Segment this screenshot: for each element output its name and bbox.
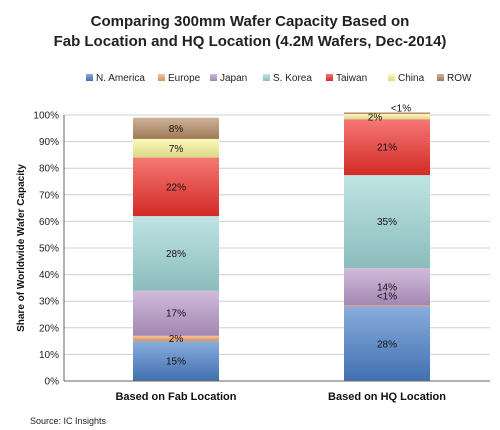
x-axis-categories: Based on Fab Location Based on HQ Locatio…: [115, 391, 446, 403]
y-tick-label: 70%: [39, 190, 59, 201]
data-label-s-korea-based-on-hq-location: 35%: [377, 217, 397, 228]
bar-segment-japan-based-on-fab-location: [133, 290, 219, 336]
legend-swatch-s-korea: [263, 74, 270, 81]
bar-segment-japan-based-on-hq-location: [344, 268, 430, 306]
y-tick-label: 10%: [39, 350, 59, 361]
legend-swatch-n-america: [86, 74, 93, 81]
legend-label-row: ROW: [447, 73, 472, 84]
bar-segment-s-korea-based-on-fab-location: [133, 216, 219, 291]
chart-title: Comparing 300mm Wafer Capacity Based on …: [54, 13, 447, 50]
legend: N. America Europe Japan S. Korea Taiwan China…: [86, 73, 472, 84]
bar-segment-china-based-on-fab-location: [133, 138, 219, 158]
y-tick-label: 60%: [39, 217, 59, 228]
y-tick-label: 80%: [39, 164, 59, 175]
source-note: Source: IC Insights: [30, 416, 107, 426]
legend-label-s-korea: S. Korea: [273, 73, 312, 84]
legend-swatch-japan: [210, 74, 217, 81]
y-axis-ticks: 0% 10% 20% 30% 40% 50% 60% 70% 80% 90% 100%: [33, 111, 59, 388]
title-line-2: Fab Location and HQ Location (4.2M Wafer…: [54, 33, 447, 50]
bar-segment-row-based-on-hq-location: [344, 112, 430, 114]
legend-label-japan: Japan: [220, 73, 247, 84]
bar-segment-china-based-on-hq-location: [344, 113, 430, 120]
legend-swatch-row: [437, 74, 444, 81]
x-category-label: Based on HQ Location: [328, 391, 446, 403]
bar-segment-taiwan-based-on-fab-location: [133, 157, 219, 217]
bar-segment-europe-based-on-fab-location: [133, 335, 219, 342]
y-axis-label: Share of Worldwide Wafer Capacity: [16, 164, 27, 332]
y-tick-label: 40%: [39, 270, 59, 281]
y-tick-label: 0%: [45, 377, 60, 388]
bar-segment-row-based-on-fab-location: [133, 117, 219, 139]
data-label-china-based-on-hq-location: 2%: [368, 113, 383, 124]
legend-label-n-america: N. America: [96, 73, 145, 84]
bars: [133, 112, 430, 381]
y-tick-label: 50%: [39, 244, 59, 255]
data-label-row-based-on-fab-location: 8%: [169, 124, 184, 135]
segment-labels: 15%2%17%28%22%7%8%28%<1%14%35%21%2%<1%: [166, 103, 411, 367]
data-label-europe-based-on-hq-location: <1%: [377, 291, 397, 302]
y-tick-label: 20%: [39, 323, 59, 334]
legend-label-china: China: [398, 73, 425, 84]
bar-segment-s-korea-based-on-hq-location: [344, 175, 430, 269]
bar-segment-n-america-based-on-fab-location: [133, 341, 219, 381]
data-label-s-korea-based-on-fab-location: 28%: [166, 249, 186, 260]
data-label-taiwan-based-on-hq-location: 21%: [377, 143, 397, 154]
data-label-china-based-on-fab-location: 7%: [169, 144, 184, 155]
legend-label-taiwan: Taiwan: [336, 73, 367, 84]
x-category-label: Based on Fab Location: [115, 391, 236, 403]
data-label-europe-based-on-fab-location: 2%: [169, 334, 184, 345]
y-tick-label: 100%: [33, 111, 59, 122]
data-label-japan-based-on-fab-location: 17%: [166, 309, 186, 320]
data-label-japan-based-on-hq-location: 14%: [377, 282, 397, 293]
bar-segment-n-america-based-on-hq-location: [344, 306, 430, 381]
data-label-n-america-based-on-hq-location: 28%: [377, 339, 397, 350]
y-tick-label: 30%: [39, 297, 59, 308]
data-label-row-based-on-hq-location: <1%: [391, 103, 411, 114]
legend-swatch-taiwan: [326, 74, 333, 81]
title-line-1: Comparing 300mm Wafer Capacity Based on: [91, 13, 410, 30]
y-tick-label: 90%: [39, 137, 59, 148]
bar-segment-europe-based-on-hq-location: [344, 305, 430, 307]
y-axis-title: Share of Worldwide Wafer Capacity: [16, 164, 27, 332]
data-label-taiwan-based-on-fab-location: 22%: [166, 182, 186, 193]
legend-label-europe: Europe: [168, 73, 201, 84]
bar-segment-taiwan-based-on-hq-location: [344, 119, 430, 176]
legend-swatch-china: [388, 74, 395, 81]
legend-swatch-europe: [158, 74, 165, 81]
data-label-n-america-based-on-fab-location: 15%: [166, 357, 186, 368]
